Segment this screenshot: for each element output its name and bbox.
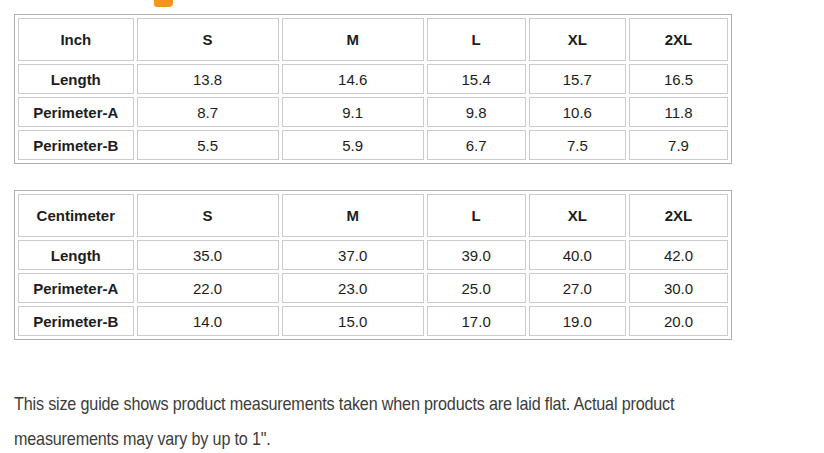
value-cell: 13.8 <box>137 64 279 94</box>
value-cell: 35.0 <box>137 240 279 270</box>
size-column-header: 2XL <box>629 194 728 237</box>
value-cell: 5.5 <box>137 130 279 160</box>
value-cell: 14.6 <box>282 64 424 94</box>
size-column-header: S <box>137 18 279 61</box>
value-cell: 7.5 <box>529 130 626 160</box>
value-cell: 27.0 <box>529 273 626 303</box>
value-cell: 20.0 <box>629 306 728 336</box>
value-cell: 9.8 <box>427 97 526 127</box>
size-column-header: XL <box>529 18 626 61</box>
value-cell: 10.6 <box>529 97 626 127</box>
value-cell: 14.0 <box>137 306 279 336</box>
value-cell: 16.5 <box>629 64 728 94</box>
table-header-row: Inch S M L XL 2XL <box>18 18 728 61</box>
unit-header-cell: Centimeter <box>18 194 134 237</box>
row-label-cell: Length <box>18 240 134 270</box>
unit-header-cell: Inch <box>18 18 134 61</box>
size-column-header: M <box>282 18 424 61</box>
value-cell: 9.1 <box>282 97 424 127</box>
value-cell: 30.0 <box>629 273 728 303</box>
value-cell: 40.0 <box>529 240 626 270</box>
value-cell: 25.0 <box>427 273 526 303</box>
size-column-header: M <box>282 194 424 237</box>
value-cell: 15.7 <box>529 64 626 94</box>
table-row: Length 35.0 37.0 39.0 40.0 42.0 <box>18 240 728 270</box>
table-row: Perimeter-B 14.0 15.0 17.0 19.0 20.0 <box>18 306 728 336</box>
row-label-cell: Perimeter-B <box>18 130 134 160</box>
size-column-header: 2XL <box>629 18 728 61</box>
size-column-header: S <box>137 194 279 237</box>
size-column-header: L <box>427 194 526 237</box>
row-label-cell: Length <box>18 64 134 94</box>
size-column-header: XL <box>529 194 626 237</box>
value-cell: 37.0 <box>282 240 424 270</box>
table-row: Perimeter-A 22.0 23.0 25.0 27.0 30.0 <box>18 273 728 303</box>
value-cell: 6.7 <box>427 130 526 160</box>
cropped-heading-letter <box>154 0 173 7</box>
value-cell: 42.0 <box>629 240 728 270</box>
table-header-row: Centimeter S M L XL 2XL <box>18 194 728 237</box>
size-guide-table-inch: Inch S M L XL 2XL Length 13.8 14.6 15.4 … <box>14 14 732 164</box>
table-row: Perimeter-A 8.7 9.1 9.8 10.6 11.8 <box>18 97 728 127</box>
value-cell: 39.0 <box>427 240 526 270</box>
disclaimer-line: measurements may vary by up to 1". <box>14 421 824 453</box>
size-column-header: L <box>427 18 526 61</box>
value-cell: 11.8 <box>629 97 728 127</box>
value-cell: 23.0 <box>282 273 424 303</box>
row-label-cell: Perimeter-A <box>18 97 134 127</box>
value-cell: 17.0 <box>427 306 526 336</box>
value-cell: 5.9 <box>282 130 424 160</box>
table-row: Perimeter-B 5.5 5.9 6.7 7.5 7.9 <box>18 130 728 160</box>
disclaimer-line: This size guide shows product measuremen… <box>14 386 824 421</box>
row-label-cell: Perimeter-B <box>18 306 134 336</box>
row-label-cell: Perimeter-A <box>18 273 134 303</box>
value-cell: 7.9 <box>629 130 728 160</box>
value-cell: 15.0 <box>282 306 424 336</box>
size-guide-table-centimeter: Centimeter S M L XL 2XL Length 35.0 37.0… <box>14 190 732 340</box>
value-cell: 19.0 <box>529 306 626 336</box>
size-guide-disclaimer: This size guide shows product measuremen… <box>14 386 824 453</box>
value-cell: 15.4 <box>427 64 526 94</box>
value-cell: 8.7 <box>137 97 279 127</box>
value-cell: 22.0 <box>137 273 279 303</box>
table-row: Length 13.8 14.6 15.4 15.7 16.5 <box>18 64 728 94</box>
